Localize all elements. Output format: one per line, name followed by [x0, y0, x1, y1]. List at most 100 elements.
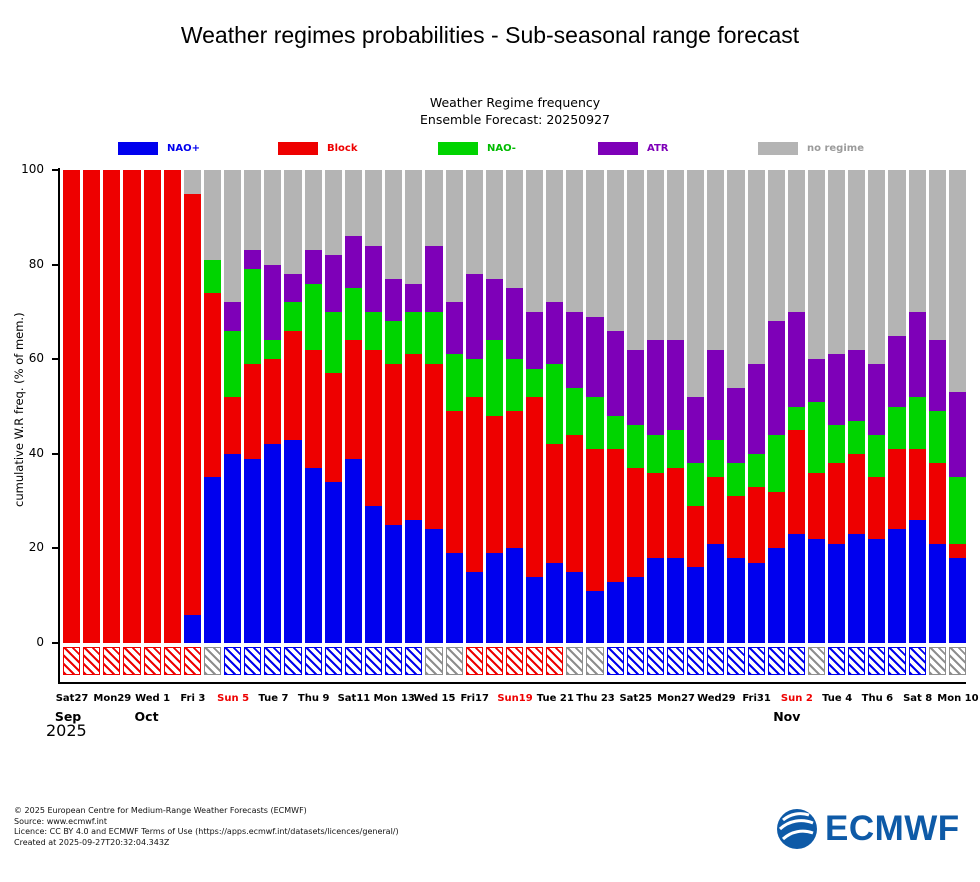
dominant-regime-marker — [264, 647, 282, 675]
year-label: 2025 — [46, 721, 87, 740]
dominant-regime-marker — [364, 647, 383, 675]
bar-segment — [626, 425, 644, 468]
bar-segment — [787, 534, 805, 643]
bar-segment — [606, 415, 624, 450]
bar-segment — [203, 259, 222, 293]
x-tick-label: Tue 4 — [822, 693, 853, 704]
stacked-bar — [304, 170, 324, 643]
bar-segment — [264, 340, 282, 360]
bar-segment — [848, 170, 866, 350]
bar-segment — [344, 170, 362, 237]
bar-segment — [284, 274, 302, 303]
bar-segment — [465, 397, 483, 573]
bar-segment — [646, 472, 664, 558]
bar-segment — [687, 567, 705, 643]
dominant-regime-marker — [828, 647, 846, 675]
stacked-bar — [545, 170, 565, 643]
bar-segment — [727, 557, 745, 643]
x-tick-label: Wed 1 — [135, 693, 171, 704]
stacked-bar — [364, 170, 384, 643]
bar-segment — [666, 340, 685, 431]
stacked-bar — [384, 170, 404, 643]
dominant-regime-marker — [948, 647, 966, 675]
bar-segment — [807, 359, 826, 402]
x-tick-label: Mon29 — [93, 693, 132, 704]
bar-segment — [747, 562, 765, 643]
bar-segment — [727, 387, 745, 464]
bar-segment — [385, 278, 403, 322]
x-tick-label: Wed 15 — [413, 693, 456, 704]
legend-label: NAO+ — [167, 143, 200, 154]
bar-segment — [767, 321, 785, 435]
bar-segment — [606, 170, 624, 331]
bar-segment — [807, 538, 826, 643]
page-title: Weather regimes probabilities - Sub-seas… — [180, 22, 800, 48]
legend-swatch — [118, 142, 158, 155]
dominant-regime-marker — [83, 647, 101, 675]
bar-segment — [284, 302, 302, 331]
bar-segment — [626, 170, 644, 350]
bar-segment — [546, 444, 564, 563]
bar-segment — [526, 311, 544, 369]
bar-segment — [324, 255, 342, 312]
stacked-bar — [908, 170, 928, 643]
bar-segment — [505, 411, 524, 549]
dominant-regime-marker — [666, 647, 685, 675]
bar-segment — [908, 170, 926, 312]
ecmwf-logo-icon — [776, 808, 818, 850]
dominant-regime-marker — [868, 647, 886, 675]
x-tick-label: Sat 8 — [903, 693, 933, 704]
x-tick-label: Sat11 — [337, 693, 371, 704]
bar-segment — [727, 496, 745, 558]
bar-segment — [646, 170, 664, 341]
plot-area — [62, 170, 968, 643]
bar-segment — [928, 463, 946, 544]
bar-segment — [868, 434, 886, 478]
bar-segment — [787, 170, 805, 312]
bar-segment — [828, 543, 846, 643]
bar-segment — [445, 354, 463, 412]
stacked-bar — [747, 170, 767, 643]
bar-segment — [727, 170, 745, 388]
bar-segment — [868, 477, 886, 539]
bar-segment — [203, 170, 222, 260]
bar-segment — [364, 349, 383, 506]
bar-segment — [828, 463, 846, 544]
bar-segment — [687, 463, 705, 506]
x-tick-label: Sat27 — [55, 693, 89, 704]
bar-segment — [465, 274, 483, 360]
y-tick-label: 0 — [36, 635, 44, 649]
dominant-regime-marker — [848, 647, 866, 675]
bar-segment — [244, 269, 262, 364]
stacked-bar — [283, 170, 303, 643]
stacked-bar — [847, 170, 867, 643]
y-tick-mark — [52, 547, 60, 550]
bar-segment — [908, 397, 926, 450]
bar-segment — [485, 415, 503, 554]
bar-segment — [888, 449, 906, 530]
bar-segment — [364, 505, 383, 643]
dominant-regime-marker — [445, 647, 463, 675]
bar-segment — [586, 316, 604, 398]
y-tick-mark — [52, 263, 60, 266]
bar-segment — [425, 170, 443, 246]
bar-segment — [626, 576, 644, 643]
month-label: Sep — [54, 709, 82, 724]
dominant-regime-marker — [807, 647, 826, 675]
stacked-bar — [324, 170, 344, 643]
dominant-regime-marker — [787, 647, 805, 675]
stacked-bar — [646, 170, 666, 643]
bar-segment — [767, 434, 785, 492]
y-tick-label: 60 — [28, 351, 44, 366]
bar-segment — [203, 292, 222, 478]
stacked-bar — [565, 170, 585, 643]
bar-segment — [626, 468, 644, 577]
bar-segment — [505, 548, 524, 643]
legend-entry: NAO- — [438, 142, 516, 155]
bar-segment — [606, 581, 624, 643]
stacked-bar — [867, 170, 887, 643]
dominant-regime-marker — [425, 647, 443, 675]
dominant-regime-marker — [284, 647, 302, 675]
bar-segment — [405, 283, 423, 312]
bar-segment — [888, 170, 906, 336]
